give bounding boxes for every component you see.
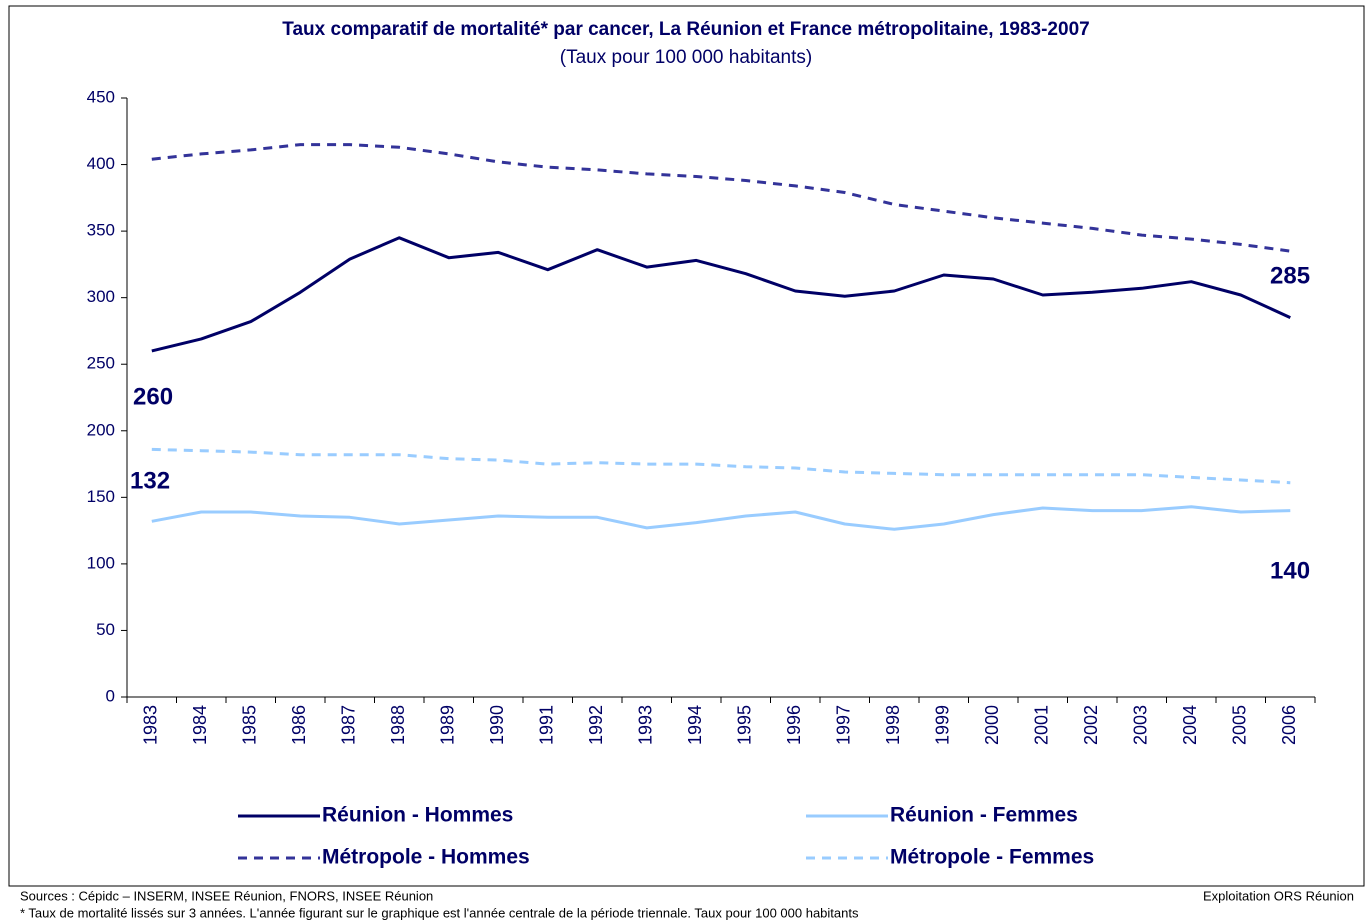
legend-label: Réunion - Femmes (890, 804, 1078, 827)
series-line (151, 505, 1291, 531)
x-tick-label: 1985 (240, 705, 260, 745)
legend-label: Métropole - Hommes (322, 846, 530, 869)
x-tick-label: 1988 (388, 705, 408, 745)
x-tick-label: 1998 (883, 705, 903, 745)
annotation: 260 (133, 383, 173, 410)
x-tick-label: 1993 (636, 705, 656, 745)
x-tick-label: 1997 (834, 705, 854, 745)
x-tick-label: 1992 (586, 705, 606, 745)
x-tick-label: 2001 (1032, 705, 1052, 745)
y-tick-label: 150 (87, 487, 115, 506)
chart-title: Taux comparatif de mortalité* par cancer… (282, 19, 1089, 40)
x-tick-label: 2004 (1180, 705, 1200, 745)
series-line (151, 143, 1291, 253)
x-tick-label: 1986 (289, 705, 309, 745)
x-tick-label: 1995 (735, 705, 755, 745)
annotation: 140 (1270, 557, 1310, 584)
x-tick-label: 1983 (141, 705, 161, 745)
y-tick-label: 350 (87, 221, 115, 240)
series-line (151, 447, 1291, 485)
sources: Sources : Cépidc – INSERM, INSEE Réunion… (20, 888, 433, 903)
footnote: * Taux de mortalité lissés sur 3 années.… (20, 905, 859, 920)
x-tick-label: 1996 (784, 705, 804, 745)
x-tick-label: 2002 (1081, 705, 1101, 745)
x-tick-label: 2006 (1279, 705, 1299, 745)
x-tick-label: 2005 (1230, 705, 1250, 745)
x-tick-label: 1991 (537, 705, 557, 745)
y-tick-label: 400 (87, 154, 115, 173)
x-tick-label: 1989 (438, 705, 458, 745)
x-tick-label: 1994 (685, 705, 705, 745)
y-tick-label: 250 (87, 354, 115, 373)
x-tick-label: 2003 (1131, 705, 1151, 745)
legend-label: Métropole - Femmes (890, 846, 1094, 869)
series-line (151, 236, 1291, 353)
y-tick-label: 200 (87, 420, 115, 439)
x-tick-label: 2000 (982, 705, 1002, 745)
y-tick-label: 50 (96, 620, 115, 639)
x-tick-label: 1999 (933, 705, 953, 745)
y-tick-label: 0 (106, 686, 115, 705)
x-tick-label: 1987 (339, 705, 359, 745)
annotation: 285 (1270, 262, 1310, 289)
y-tick-label: 300 (87, 287, 115, 306)
x-tick-label: 1984 (190, 705, 210, 745)
chart-frame (8, 5, 1365, 887)
credit: Exploitation ORS Réunion (1203, 888, 1354, 903)
y-tick-label: 100 (87, 553, 115, 572)
annotation: 132 (130, 467, 170, 494)
chart-subtitle: (Taux pour 100 000 habitants) (560, 47, 812, 68)
y-tick-label: 450 (87, 87, 115, 106)
x-tick-label: 1990 (487, 705, 507, 745)
legend-label: Réunion - Hommes (322, 804, 513, 827)
